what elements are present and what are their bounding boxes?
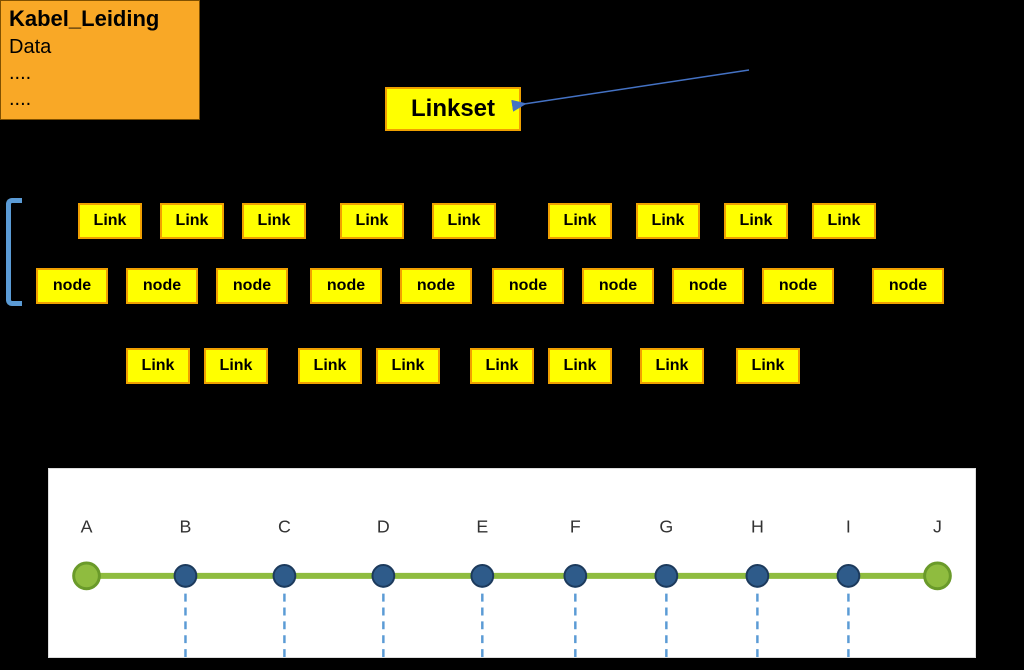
link-box: Link xyxy=(736,348,800,384)
svg-text:H: H xyxy=(751,516,764,536)
svg-text:I: I xyxy=(846,516,851,536)
link-box: Link xyxy=(126,348,190,384)
link-box: Link xyxy=(548,203,612,239)
kabel-title: Kabel_Leiding xyxy=(9,5,191,34)
linkset-box: Linkset xyxy=(385,87,521,131)
link-box: Link xyxy=(160,203,224,239)
link-box: Link xyxy=(812,203,876,239)
link-box: Link xyxy=(724,203,788,239)
node-box: node xyxy=(872,268,944,304)
node-box: node xyxy=(400,268,472,304)
svg-text:A: A xyxy=(81,516,93,536)
chain-panel: A B C D E F G H I J xyxy=(48,468,976,658)
node-box: node xyxy=(310,268,382,304)
link-box: Link xyxy=(636,203,700,239)
link-box: Link xyxy=(78,203,142,239)
node-box: node xyxy=(582,268,654,304)
chain-diagram: A B C D E F G H I J xyxy=(49,469,975,657)
svg-text:J: J xyxy=(933,516,942,536)
node-box: node xyxy=(672,268,744,304)
svg-text:G: G xyxy=(659,516,673,536)
link-box: Link xyxy=(548,348,612,384)
kabel-line: .... xyxy=(9,86,191,112)
svg-text:D: D xyxy=(377,516,390,536)
svg-text:F: F xyxy=(570,516,581,536)
link-box: Link xyxy=(298,348,362,384)
node-box: node xyxy=(492,268,564,304)
link-box: Link xyxy=(204,348,268,384)
kabel-leiding-box: Kabel_Leiding Data .... .... xyxy=(0,0,200,120)
node-box: node xyxy=(126,268,198,304)
link-box: Link xyxy=(340,203,404,239)
node-box: node xyxy=(762,268,834,304)
link-box: Link xyxy=(470,348,534,384)
bracket-icon xyxy=(6,198,22,306)
link-box: Link xyxy=(242,203,306,239)
linkset-label: Linkset xyxy=(411,95,495,123)
svg-text:C: C xyxy=(278,516,291,536)
link-box: Link xyxy=(640,348,704,384)
node-box: node xyxy=(216,268,288,304)
link-box: Link xyxy=(432,203,496,239)
link-box: Link xyxy=(376,348,440,384)
kabel-line: .... xyxy=(9,60,191,86)
svg-text:B: B xyxy=(180,516,192,536)
node-box: node xyxy=(36,268,108,304)
kabel-line: Data xyxy=(9,34,191,60)
svg-text:E: E xyxy=(476,516,488,536)
